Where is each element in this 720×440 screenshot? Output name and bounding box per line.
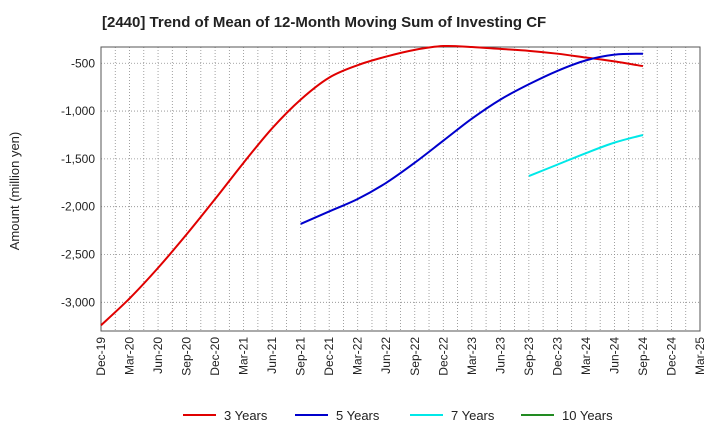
x-tick-label: Dec-23 [550,337,564,376]
x-tick-label: Jun-21 [265,337,279,374]
series-line-7-years [528,134,644,178]
y-tick-label: -2,500 [61,248,95,262]
x-tick-label: Sep-24 [636,337,650,376]
legend-label: 3 Years [224,408,268,423]
x-tick-label: Dec-22 [436,337,450,376]
series-lines [100,44,644,326]
x-tick-label: Dec-21 [322,337,336,376]
legend-label: 10 Years [562,408,613,423]
legend: 3 Years 5 Years 7 Years 10 Years [183,408,613,423]
x-tick-label: Mar-21 [237,337,251,375]
y-tick-label: -1,000 [61,104,95,118]
legend-label: 7 Years [451,408,495,423]
x-axis-ticks: Dec-19 Mar-20 Jun-20 Sep-20 Dec-20 Mar-21 Jun-… [94,337,707,376]
legend-label: 5 Years [336,408,380,423]
y-tick-label: -1,500 [61,152,95,166]
chart-title: [2440] Trend of Mean of 12-Month Moving … [102,14,547,31]
series-line-5-years [300,52,643,225]
x-tick-label: Dec-24 [664,337,678,376]
x-tick-label: Mar-22 [351,337,365,375]
series-line-3-years [100,44,644,326]
y-axis-ticks: -500 -1,000 -1,500 -2,000 -2,500 -3,000 [61,56,95,309]
grid [100,47,701,331]
x-tick-label: Dec-19 [94,337,108,376]
y-axis-title: Amount (million yen) [7,132,22,251]
x-tick-label: Jun-22 [379,337,393,374]
x-tick-label: Jun-20 [151,337,165,374]
plot-frame [100,46,701,332]
x-tick-label: Sep-22 [408,337,422,376]
y-tick-label: -500 [71,56,95,70]
x-tick-label: Sep-23 [522,337,536,376]
x-tick-label: Mar-20 [123,337,137,375]
x-tick-label: Mar-23 [465,337,479,375]
x-tick-label: Sep-21 [294,337,308,376]
x-tick-label: Jun-23 [493,337,507,374]
x-tick-label: Dec-20 [208,337,222,376]
x-tick-label: Mar-25 [693,337,707,375]
y-tick-label: -2,000 [61,200,95,214]
y-tick-label: -3,000 [61,295,95,309]
x-tick-label: Jun-24 [607,337,621,374]
x-tick-label: Sep-20 [180,337,194,376]
x-tick-label: Mar-24 [579,337,593,375]
